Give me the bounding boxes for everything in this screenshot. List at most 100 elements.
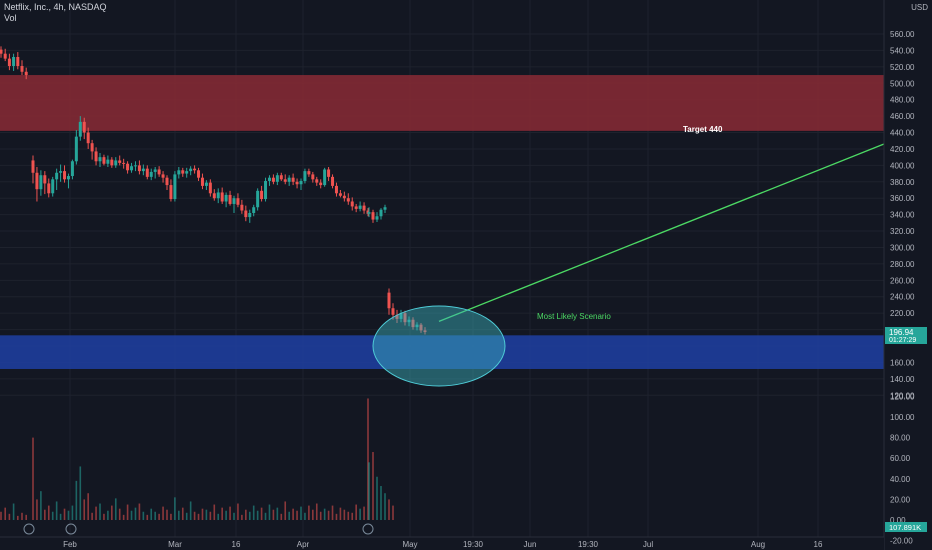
last-price-value: 196.94 [889, 328, 914, 337]
volume-bar [193, 511, 196, 520]
price-axis[interactable]: 560.00 540.00 520.00 500.00 480.00 460.00 440.… [883, 0, 932, 550]
earnings-icon[interactable] [362, 523, 374, 535]
candle-body [299, 180, 303, 185]
volume-bar [260, 507, 263, 520]
time-tick: 16 [814, 540, 823, 549]
volume-bar [178, 510, 180, 520]
volume-bar [213, 504, 216, 520]
candle-body [153, 169, 157, 172]
candle-body [193, 168, 197, 171]
volume-bar [256, 510, 259, 520]
candle-body [114, 160, 118, 166]
volume-tick: -20.00 [890, 537, 913, 546]
volume-indicator-label[interactable]: Vol [4, 13, 17, 23]
volume-bar [4, 507, 6, 520]
scenario-label: Most Likely Scenario [537, 312, 611, 321]
volume-bar [245, 509, 247, 520]
volume-bar [368, 462, 370, 520]
countdown-value: 01:27:29 [889, 337, 916, 344]
candle-body [252, 207, 256, 213]
scenario-ellipse[interactable] [372, 305, 506, 387]
candle-body [291, 177, 295, 182]
earnings-icon[interactable] [65, 523, 77, 535]
volume-bar [237, 503, 239, 520]
candle-body [391, 308, 395, 315]
volume-bar [111, 505, 113, 520]
volume-bar [323, 508, 326, 520]
event-markers[interactable] [23, 523, 374, 535]
candle-body [228, 194, 232, 204]
candle-body [403, 313, 407, 323]
time-axis[interactable]: Feb Mar 16 Apr May 19:30 Jun 19:30 Jul Aug 16 [0, 536, 884, 550]
volume-bar [21, 512, 23, 520]
candle-body [161, 174, 165, 178]
volume-bar [44, 509, 46, 520]
volume-bar [12, 503, 15, 520]
volume-bar [359, 508, 361, 520]
volume-bar [95, 506, 97, 520]
price-tick: 340.00 [890, 211, 915, 220]
candle-body [74, 136, 78, 162]
volume-bar [205, 509, 208, 520]
volume-bar [268, 504, 271, 520]
candle-body [157, 169, 161, 175]
volume-bar [300, 506, 302, 520]
volume-tick: 120.00 [890, 392, 915, 401]
candle-body [12, 56, 16, 67]
candle-body [3, 53, 7, 59]
price-tick: 160.00 [890, 358, 915, 367]
candle-body [358, 205, 362, 209]
candle-body [43, 175, 47, 184]
volume-tick: 80.00 [890, 434, 911, 443]
projection-line[interactable] [438, 143, 885, 322]
price-tick: 260.00 [890, 276, 915, 285]
candle-body [315, 179, 319, 183]
last-price-marker: 196.94 01:27:29 [885, 327, 927, 344]
earnings-icon[interactable] [23, 523, 35, 535]
time-tick: 19:30 [578, 540, 599, 549]
price-tick: 500.00 [890, 79, 915, 88]
candle-body [283, 179, 287, 182]
volume-bar [252, 505, 255, 520]
candle-body [248, 212, 252, 218]
last-volume-value: 107.891K [889, 523, 921, 532]
volume-bar [181, 507, 184, 520]
drawings[interactable]: Target 440 Most Likely Scenario [372, 125, 885, 387]
time-tick: Apr [297, 540, 310, 549]
candle-body [271, 177, 275, 182]
candle-body [63, 171, 67, 180]
price-tick: 240.00 [890, 293, 915, 302]
price-tick-labels: 560.00 540.00 520.00 500.00 480.00 460.00 440.… [890, 30, 915, 400]
volume-bar [170, 513, 172, 520]
price-tick: 480.00 [890, 96, 915, 105]
candle-body [279, 175, 283, 180]
candle-body [51, 179, 55, 194]
candle-body [379, 209, 383, 217]
candle-body [350, 201, 354, 207]
candle-body [220, 192, 224, 202]
volume-bar [150, 508, 153, 520]
candle-body [197, 170, 201, 178]
volume-bar [384, 493, 386, 520]
candle-body [0, 49, 3, 54]
candlesticks [0, 46, 427, 335]
volume-bar [351, 512, 354, 520]
volume-bar [331, 505, 334, 520]
candle-body [137, 165, 141, 172]
candle-body [173, 174, 177, 200]
price-tick: 120.00 [890, 391, 915, 400]
candle-body [415, 324, 419, 328]
candle-body [236, 198, 240, 205]
symbol-title[interactable]: Netflix, Inc., 4h, NASDAQ [4, 2, 107, 12]
volume-bar [130, 510, 133, 520]
support-zone[interactable] [0, 335, 884, 369]
resistance-zone[interactable] [0, 75, 884, 131]
candle-body [185, 171, 189, 174]
candle-body [327, 169, 331, 177]
candle-body [307, 171, 311, 175]
candle-body [208, 182, 212, 194]
volume-bar [166, 509, 168, 520]
volume-bar [91, 512, 93, 520]
volume-bar [118, 508, 121, 520]
